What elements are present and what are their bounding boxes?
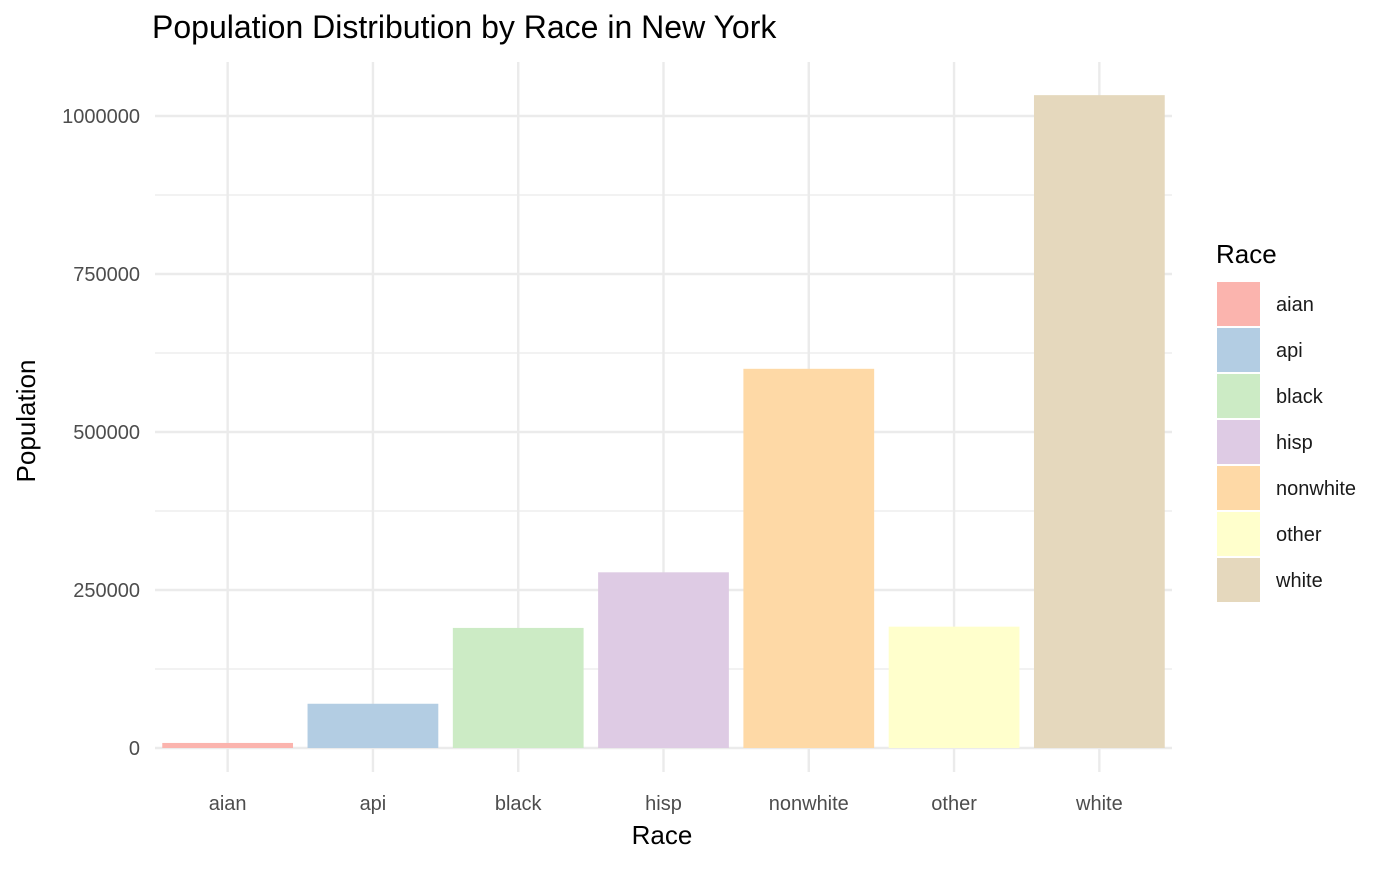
bar-black	[452, 627, 584, 748]
bar-api	[307, 703, 439, 748]
legend-label-aian: aian	[1276, 294, 1314, 316]
bar-white	[1033, 95, 1165, 749]
bars	[162, 95, 1165, 749]
legend-key-nonwhite	[1217, 466, 1260, 510]
legend-label-black: black	[1276, 386, 1324, 408]
legend-label-api: api	[1276, 340, 1303, 362]
y-tick-label: 250000	[73, 580, 140, 602]
legend-items: aian api black hisp nonwhite other white	[1217, 282, 1356, 602]
y-axis-ticks: 0 250000 500000 750000 1000000	[62, 106, 140, 760]
legend-title: Race	[1216, 239, 1277, 269]
legend-key-api	[1217, 328, 1260, 372]
y-tick-label: 1000000	[62, 106, 140, 128]
x-axis-title: Race	[632, 820, 693, 850]
x-tick-label: white	[1075, 793, 1123, 815]
bar-other	[888, 626, 1020, 748]
legend-label-other: other	[1276, 524, 1322, 546]
legend-label-nonwhite: nonwhite	[1276, 478, 1356, 500]
x-tick-label: nonwhite	[769, 793, 849, 815]
y-tick-label: 500000	[73, 422, 140, 444]
x-tick-label: hisp	[645, 793, 682, 815]
legend-label-hisp: hisp	[1276, 432, 1313, 454]
legend-key-aian	[1217, 282, 1260, 326]
bar-hisp	[598, 572, 729, 748]
legend-key-white	[1217, 558, 1260, 602]
chart-title: Population Distribution by Race in New Y…	[152, 9, 777, 45]
y-tick-label: 0	[129, 738, 140, 760]
legend-label-white: white	[1275, 570, 1323, 592]
x-tick-label: aian	[209, 793, 247, 815]
legend-key-other	[1217, 512, 1260, 556]
legend: Race aian api black hisp nonwhite other white	[1216, 239, 1356, 602]
legend-key-black	[1217, 374, 1260, 418]
y-axis-title: Population	[11, 360, 41, 483]
x-tick-label: other	[931, 793, 977, 815]
bar-aian	[162, 742, 294, 748]
x-tick-label: api	[360, 793, 387, 815]
y-tick-label: 750000	[73, 264, 140, 286]
legend-key-hisp	[1217, 420, 1260, 464]
bar-nonwhite	[743, 368, 875, 748]
x-tick-label: black	[495, 793, 543, 815]
x-axis-ticks: aian api black hisp nonwhite other white	[209, 793, 1123, 815]
